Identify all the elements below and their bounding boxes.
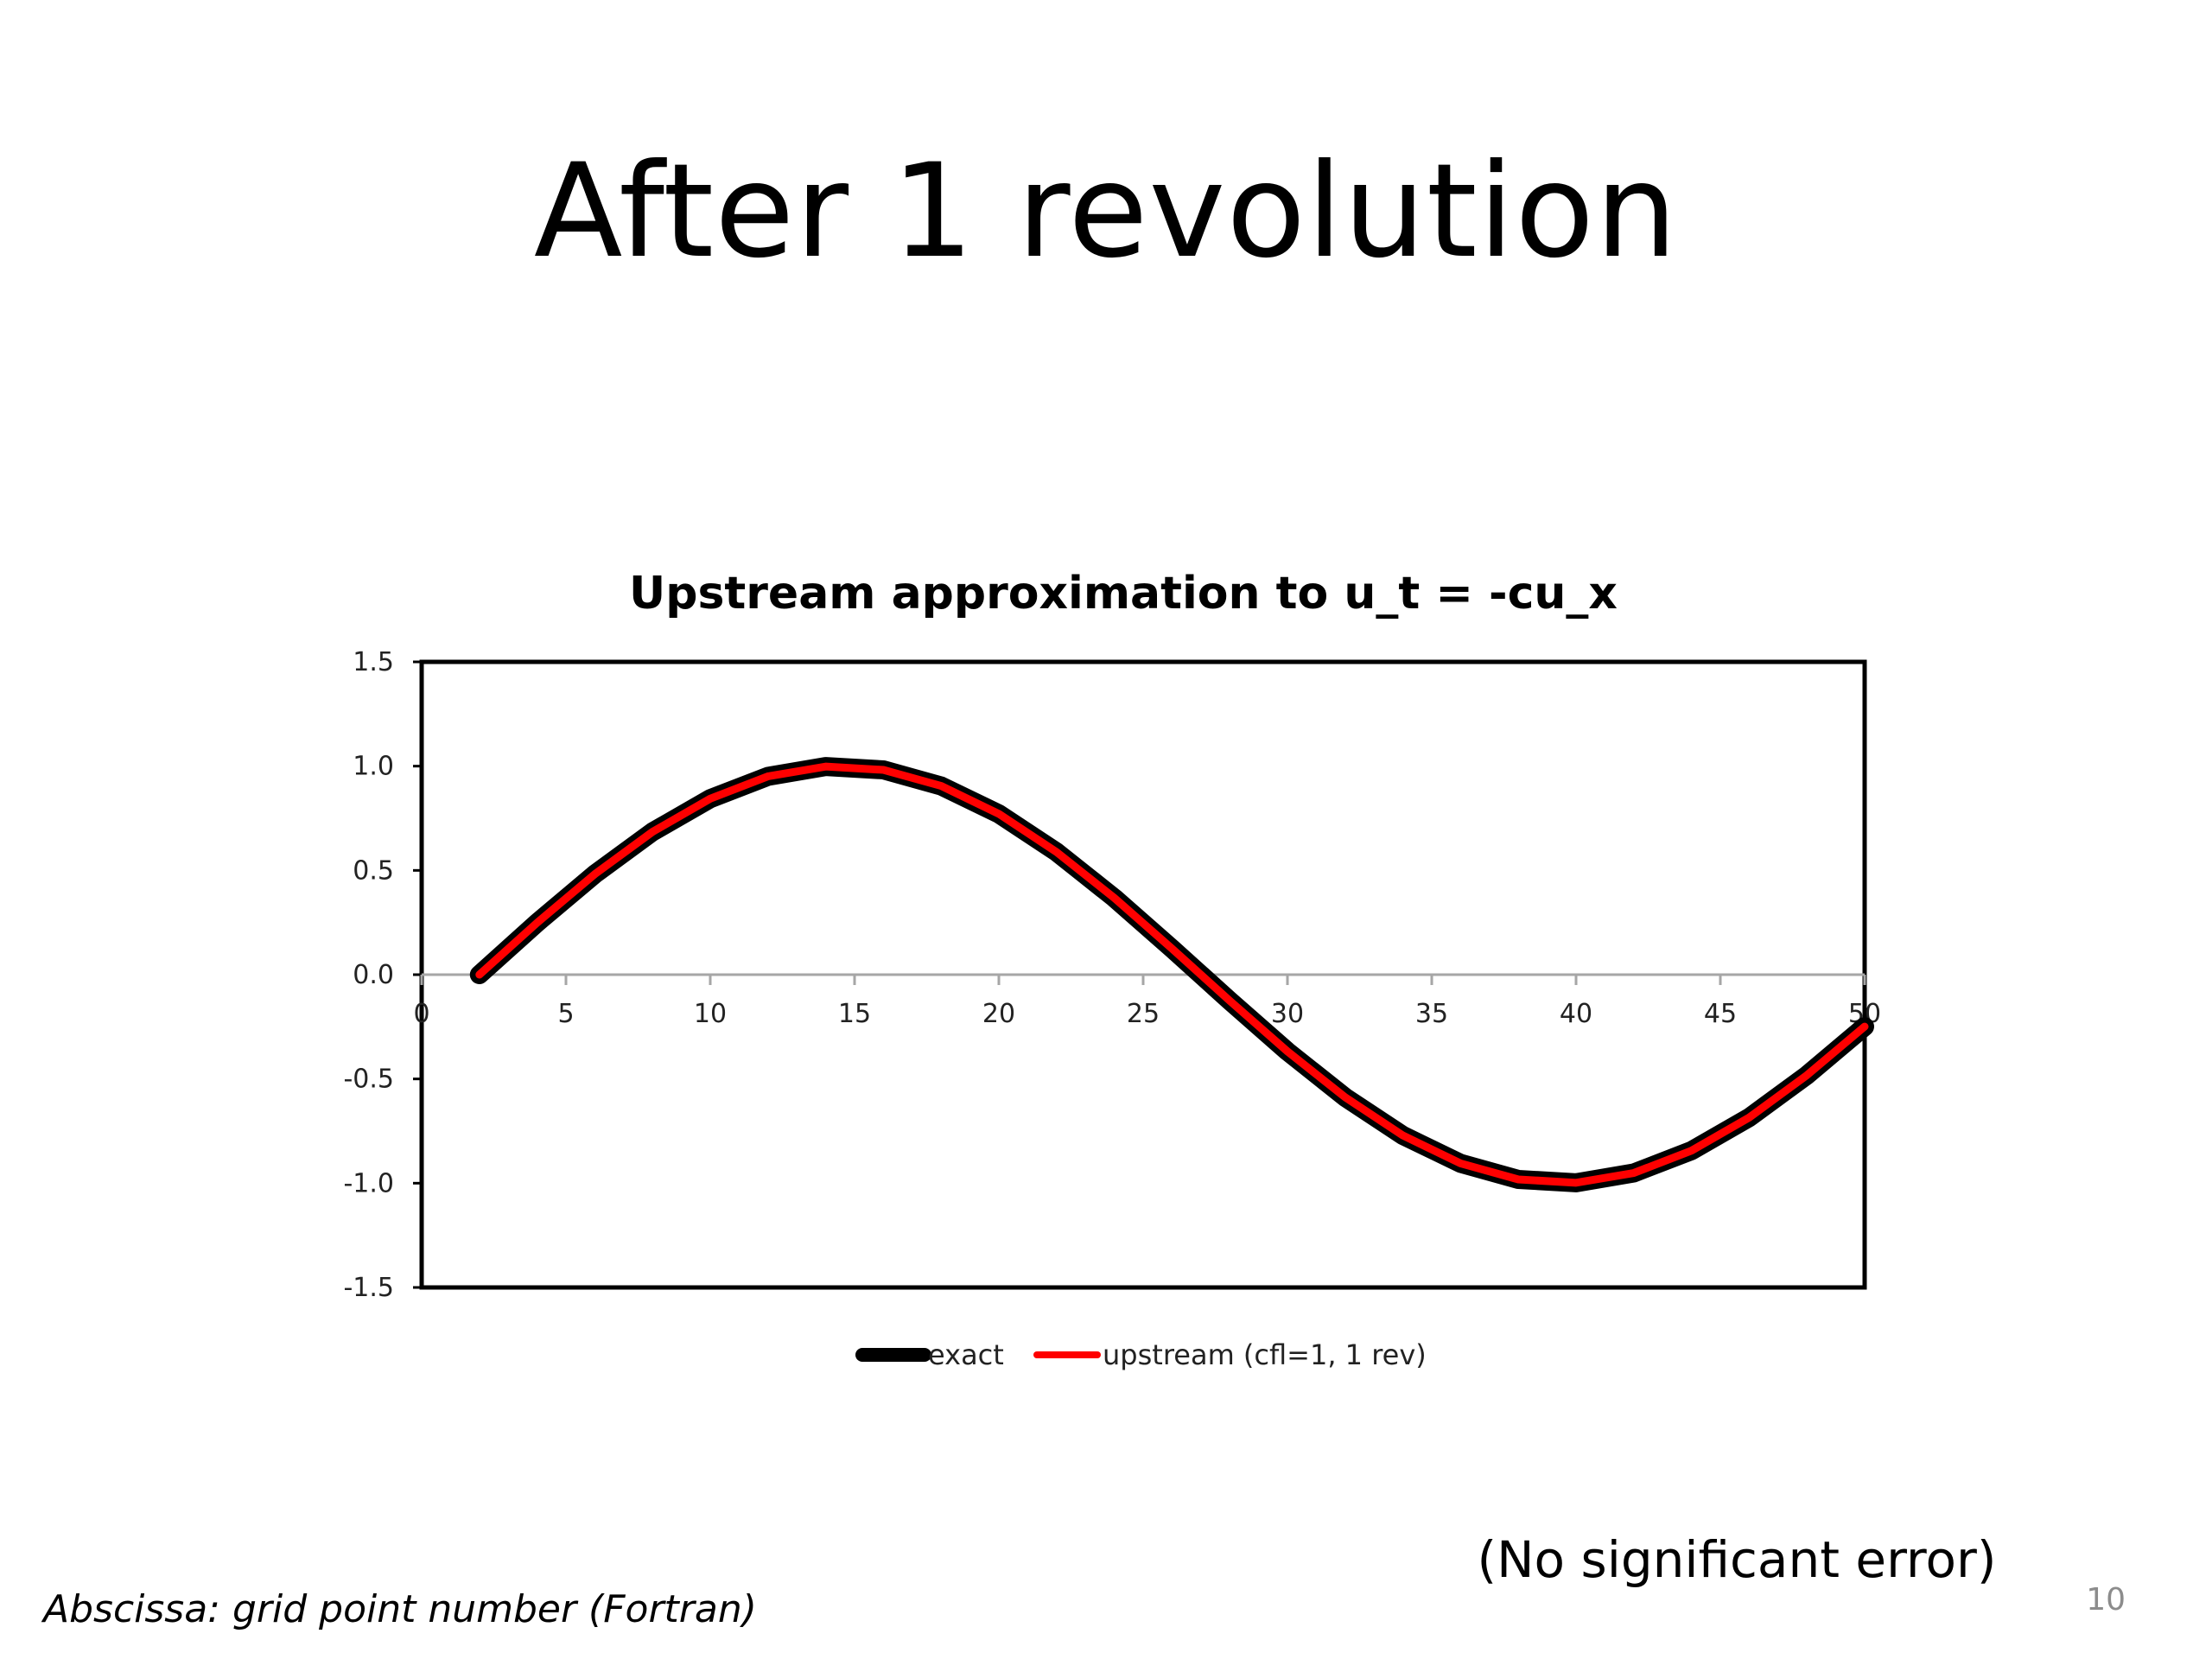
y-tick-label: -1.0 <box>343 1168 394 1198</box>
y-tick-label: -1.5 <box>343 1273 394 1303</box>
plot-area: 1.5 1.0 0.5 0.0 -0.5 -1.0 -1.5 0 5 10 15 20 25 30 35 40… <box>343 647 1881 1303</box>
y-tick-label: 1.0 <box>353 752 394 782</box>
x-tick-label: 30 <box>1271 999 1304 1029</box>
legend-label: exact <box>928 1338 1004 1371</box>
x-tick-label: 0 <box>413 999 429 1029</box>
x-tick-label: 35 <box>1415 999 1448 1029</box>
x-tick-label: 5 <box>557 999 574 1029</box>
series-line-upstream <box>475 762 1869 1187</box>
y-tick-label: 1.5 <box>353 647 394 677</box>
x-tick-label: 10 <box>694 999 727 1029</box>
x-tick-label: 45 <box>1704 999 1737 1029</box>
footnote-text: Abscissa: grid point number (Fortran) <box>43 1587 757 1631</box>
slide-title: After 1 revolution <box>533 137 1679 287</box>
y-tick-label: 0.5 <box>353 855 394 886</box>
legend: exact upstream (cfl=1, 1 rev) <box>855 1338 1427 1371</box>
y-tick-label: -0.5 <box>343 1065 394 1095</box>
x-tick-label: 40 <box>1560 999 1592 1029</box>
legend-label: upstream (cfl=1, 1 rev) <box>1103 1338 1427 1371</box>
remark-text: (No significant error) <box>1477 1530 1997 1589</box>
x-tick-label: 25 <box>1127 999 1160 1029</box>
chart-title: Upstream approximation to u_t = -cu_x <box>629 568 1618 620</box>
x-tick-label: 20 <box>982 999 1015 1029</box>
page-number: 10 <box>2086 1582 2126 1618</box>
x-tick-label: 15 <box>838 999 871 1029</box>
y-tick-label: 0.0 <box>353 960 394 990</box>
